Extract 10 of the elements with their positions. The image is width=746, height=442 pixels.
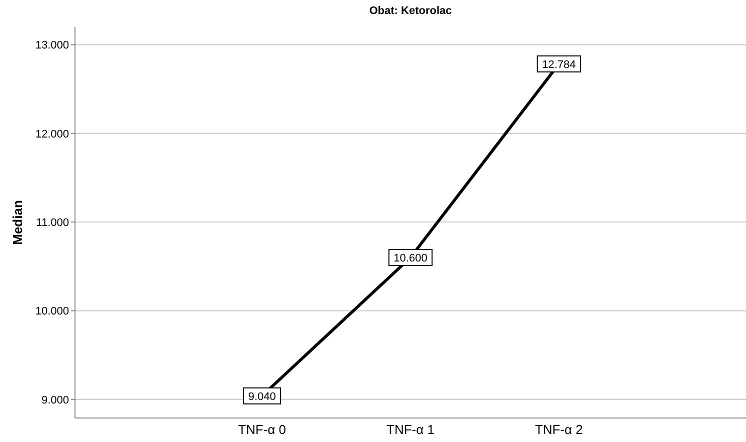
y-tick-label: 9.000 [41,394,69,406]
y-tick-label: 13.000 [35,40,69,52]
x-tick-label: TNF-α 2 [534,422,583,437]
x-tick-label: TNF-α 0 [238,422,286,437]
y-tick-label: 11.000 [36,217,69,230]
y-axis-title: Median [10,200,25,245]
chart-title: Obat: Ketorolac [369,5,452,17]
x-tick-label: TNF-α 1 [386,422,434,437]
y-tick-label: 12.000 [35,128,69,140]
y-tick-label: 10.000 [35,306,69,318]
